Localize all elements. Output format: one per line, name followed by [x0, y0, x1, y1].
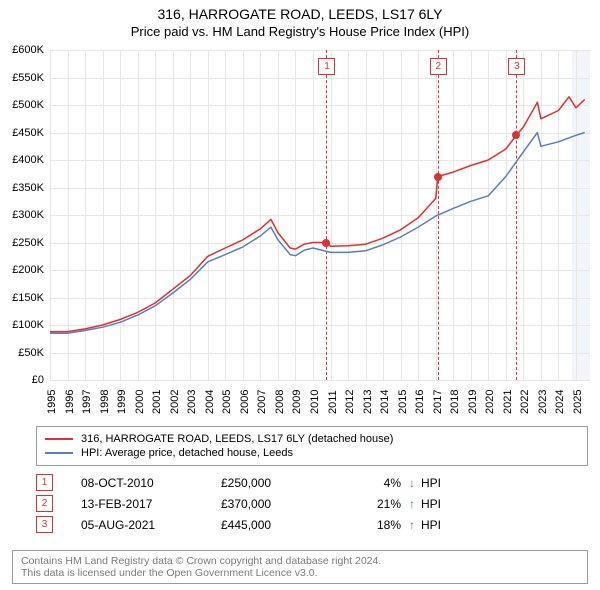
y-tick-label: £50K: [18, 347, 44, 359]
sale-marker-box: 1: [318, 58, 335, 75]
sale-event-row: 3 05-AUG-2021£445,00018% ↑HPI: [36, 516, 588, 533]
sale-event-row: 2 13-FEB-2017£370,00021% ↑HPI: [36, 495, 588, 512]
sale-marker-box: 3: [508, 58, 525, 75]
legend-label: 316, HARROGATE ROAD, LEEDS, LS17 6LY (de…: [81, 433, 393, 445]
x-tick-label: 2001: [151, 390, 163, 414]
arrow-down-icon: ↓: [405, 476, 419, 490]
x-tick-label: 1996: [64, 390, 76, 414]
x-axis-labels: 1995199619971998199920002001200220032004…: [50, 384, 590, 424]
x-tick-label: 2015: [397, 390, 409, 414]
sale-events-table: 108-OCT-2010£250,0004%↓HPI213-FEB-2017£3…: [36, 470, 588, 537]
legend-label: HPI: Average price, detached house, Leed…: [81, 447, 293, 459]
legend-swatch: [45, 452, 73, 454]
sale-event-pct: 18%: [351, 518, 401, 532]
x-tick-label: 2005: [221, 390, 233, 414]
x-tick-label: 2024: [554, 390, 566, 414]
sale-event-pct: 4%: [351, 476, 401, 490]
x-tick-label: 2010: [309, 390, 321, 414]
x-tick-label: 2018: [449, 390, 461, 414]
sale-event-marker: 2: [36, 495, 53, 512]
sale-marker-dot: [434, 173, 442, 181]
x-tick-label: 2021: [502, 390, 514, 414]
x-tick-label: 2020: [484, 390, 496, 414]
sale-event-marker: 1: [36, 474, 53, 491]
sale-event-date: 13-FEB-2017: [81, 497, 221, 511]
y-axis-labels: £0£50K£100K£150K£200K£250K£300K£350K£400…: [0, 50, 48, 380]
arrow-up-icon: ↑: [405, 518, 419, 532]
y-tick-label: £150K: [12, 292, 44, 304]
x-tick-label: 2019: [467, 390, 479, 414]
x-tick-label: 2008: [274, 390, 286, 414]
legend-item: HPI: Average price, detached house, Leed…: [45, 447, 579, 459]
sale-event-pct: 21%: [351, 497, 401, 511]
license-line2: This data is licensed under the Open Gov…: [21, 567, 579, 579]
y-tick-label: £100K: [12, 319, 44, 331]
sale-event-tag: HPI: [421, 497, 441, 511]
x-tick-label: 1995: [46, 390, 58, 414]
sale-event-price: £370,000: [221, 497, 351, 511]
x-tick-label: 2022: [519, 390, 531, 414]
chart-plot-area: 1 2 3: [50, 50, 590, 380]
x-tick-label: 2013: [362, 390, 374, 414]
x-tick-label: 2000: [134, 390, 146, 414]
y-tick-label: £550K: [12, 72, 44, 84]
license-line1: Contains HM Land Registry data © Crown c…: [21, 555, 579, 567]
y-tick-label: £400K: [12, 154, 44, 166]
sale-event-date: 08-OCT-2010: [81, 476, 221, 490]
license-footer: Contains HM Land Registry data © Crown c…: [12, 550, 588, 584]
sale-event-price: £445,000: [221, 518, 351, 532]
sale-event-tag: HPI: [421, 476, 441, 490]
x-tick-label: 2009: [291, 390, 303, 414]
legend-swatch: [45, 438, 73, 440]
y-tick-label: £300K: [12, 209, 44, 221]
x-tick-label: 2002: [169, 390, 181, 414]
x-tick-label: 2012: [344, 390, 356, 414]
sale-marker-box: 2: [430, 58, 447, 75]
chart-legend: 316, HARROGATE ROAD, LEEDS, LS17 6LY (de…: [36, 426, 588, 466]
y-tick-label: £500K: [12, 99, 44, 111]
sale-event-date: 05-AUG-2021: [81, 518, 221, 532]
y-tick-label: £200K: [12, 264, 44, 276]
x-tick-label: 2023: [537, 390, 549, 414]
y-tick-label: £450K: [12, 127, 44, 139]
chart-subtitle: Price paid vs. HM Land Registry's House …: [0, 24, 600, 39]
x-tick-label: 1998: [99, 390, 111, 414]
x-tick-label: 1997: [81, 390, 93, 414]
x-tick-label: 2006: [239, 390, 251, 414]
x-tick-label: 2025: [572, 390, 584, 414]
chart-title-address: 316, HARROGATE ROAD, LEEDS, LS17 6LY: [0, 6, 600, 22]
y-tick-label: £350K: [12, 182, 44, 194]
x-tick-label: 2011: [327, 390, 339, 414]
x-tick-label: 2007: [256, 390, 268, 414]
x-tick-label: 2003: [186, 390, 198, 414]
sale-event-price: £250,000: [221, 476, 351, 490]
x-tick-label: 2014: [379, 390, 391, 414]
x-tick-label: 1999: [116, 390, 128, 414]
x-tick-label: 2017: [432, 390, 444, 414]
sale-event-tag: HPI: [421, 518, 441, 532]
legend-item: 316, HARROGATE ROAD, LEEDS, LS17 6LY (de…: [45, 433, 579, 445]
chart-lines: [50, 50, 590, 380]
sale-event-marker: 3: [36, 516, 53, 533]
y-tick-label: £250K: [12, 237, 44, 249]
y-tick-label: £600K: [12, 44, 44, 56]
sale-event-row: 1 08-OCT-2010£250,0004% ↓HPI: [36, 474, 588, 491]
arrow-up-icon: ↑: [405, 497, 419, 511]
y-tick-label: £0: [32, 374, 44, 386]
x-tick-label: 2016: [414, 390, 426, 414]
x-tick-label: 2004: [204, 390, 216, 414]
